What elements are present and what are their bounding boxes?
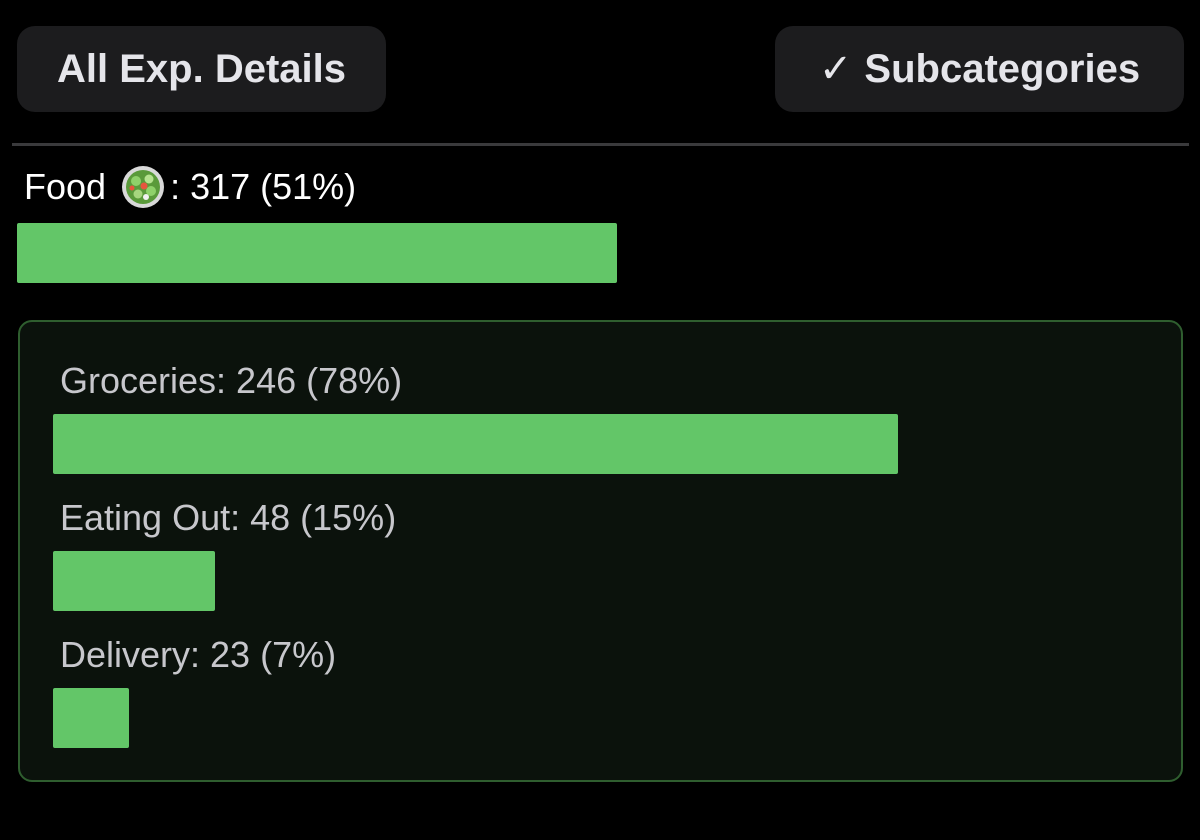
category-bar	[17, 223, 617, 283]
checkmark-icon: ✓	[818, 47, 853, 91]
category-name: Food	[24, 166, 107, 207]
subcategory-bar	[53, 551, 215, 611]
header-divider	[12, 143, 1189, 146]
subcategories-toggle-button[interactable]: ✓ Subcategories	[775, 26, 1184, 112]
category-value: : 317 (51%)	[170, 166, 357, 207]
subcategory-label: Eating Out: 48 (15%)	[60, 497, 397, 538]
all-expense-details-button[interactable]: All Exp. Details	[17, 26, 386, 112]
all-expense-details-label: All Exp. Details	[57, 46, 346, 91]
subcategory-label: Delivery: 23 (7%)	[60, 634, 337, 675]
subcategory-panel: Groceries: 246 (78%) Eating Out: 48 (15%)…	[18, 320, 1183, 782]
salad-bowl-icon	[122, 166, 165, 208]
subcategory-label: Groceries: 246 (78%)	[60, 360, 403, 401]
subcategory-bar	[53, 688, 129, 748]
subcategory-bar	[53, 414, 898, 474]
category-label[interactable]: Food : 317 (51%)	[24, 164, 356, 210]
subcategories-label: Subcategories	[864, 46, 1141, 91]
